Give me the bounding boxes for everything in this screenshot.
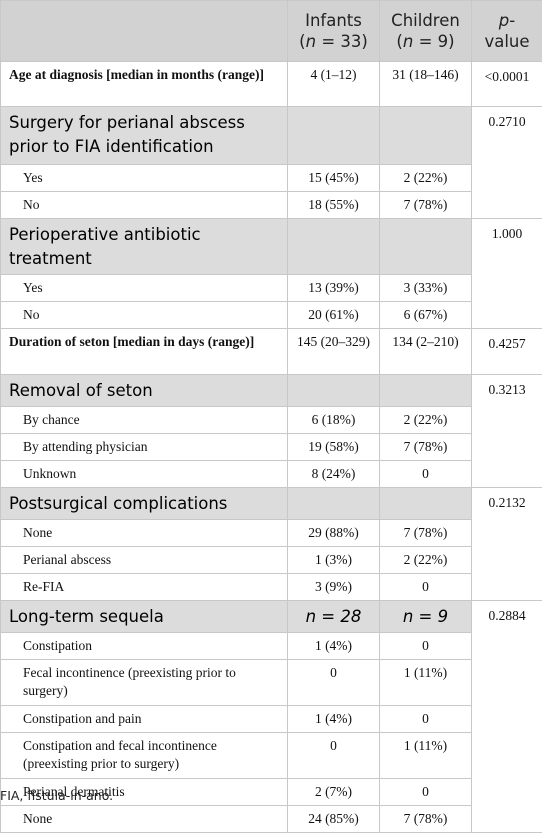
complications-row-abscess: Perianal abscess 1 (3%) 2 (22%) bbox=[1, 547, 542, 574]
complications-refia-children: 0 bbox=[380, 574, 472, 601]
sequela-row-fecal: Fecal incontinence (preexisting prior to… bbox=[1, 660, 542, 706]
antibiotic-yes-children: 3 (33%) bbox=[380, 275, 472, 302]
sequela-children-n: n = 9 bbox=[380, 601, 472, 633]
sequela-constipation-children: 0 bbox=[380, 633, 472, 660]
removal-unknown-label: Unknown bbox=[1, 461, 288, 488]
header-p-value: p-value bbox=[472, 1, 542, 62]
removal-unknown-children: 0 bbox=[380, 461, 472, 488]
sequela-dermatitis-infants: 2 (7%) bbox=[288, 779, 380, 806]
sequela-none-label: None bbox=[1, 806, 288, 833]
surgery-p: 0.2710 bbox=[472, 107, 542, 219]
complications-refia-infants: 3 (9%) bbox=[288, 574, 380, 601]
section-surgery: Surgery for perianal abscess prior to FI… bbox=[1, 107, 542, 165]
duration-p: 0.4257 bbox=[472, 329, 542, 375]
antibiotic-title: Perioperative antibiotic treatment bbox=[1, 219, 288, 275]
sequela-title: Long-term sequela bbox=[1, 601, 288, 633]
row-duration: Duration of seton [median in days (range… bbox=[1, 329, 542, 375]
removal-physician-infants: 19 (58%) bbox=[288, 434, 380, 461]
section-complications: Postsurgical complications 0.2132 bbox=[1, 488, 542, 520]
sequela-constipation-fecal-children: 1 (11%) bbox=[380, 733, 472, 779]
header-row: Infants(n = 33) Children(n = 9) p-value bbox=[1, 1, 542, 62]
antibiotic-row-yes: Yes 13 (39%) 3 (33%) bbox=[1, 275, 542, 302]
surgery-row-no: No 18 (55%) 7 (78%) bbox=[1, 192, 542, 219]
duration-label: Duration of seton [median in days (range… bbox=[1, 329, 288, 375]
surgery-yes-label: Yes bbox=[1, 165, 288, 192]
antibiotic-no-infants: 20 (61%) bbox=[288, 302, 380, 329]
sequela-row-none: None 24 (85%) 7 (78%) bbox=[1, 806, 542, 833]
surgery-no-label: No bbox=[1, 192, 288, 219]
removal-physician-children: 7 (78%) bbox=[380, 434, 472, 461]
section-antibiotic: Perioperative antibiotic treatment 1.000 bbox=[1, 219, 542, 275]
sequela-none-children: 7 (78%) bbox=[380, 806, 472, 833]
complications-refia-label: Re-FIA bbox=[1, 574, 288, 601]
surgery-yes-infants: 15 (45%) bbox=[288, 165, 380, 192]
sequela-pain-infants: 1 (4%) bbox=[288, 706, 380, 733]
surgery-no-children: 7 (78%) bbox=[380, 192, 472, 219]
complications-abscess-label: Perianal abscess bbox=[1, 547, 288, 574]
section-sequela: Long-term sequela n = 28 n = 9 0.2884 bbox=[1, 601, 542, 633]
section-removal: Removal of seton 0.3213 bbox=[1, 375, 542, 407]
antibiotic-no-label: No bbox=[1, 302, 288, 329]
header-infants: Infants(n = 33) bbox=[288, 1, 380, 62]
antibiotic-row-no: No 20 (61%) 6 (67%) bbox=[1, 302, 542, 329]
removal-row-unknown: Unknown 8 (24%) 0 bbox=[1, 461, 542, 488]
complications-none-children: 7 (78%) bbox=[380, 520, 472, 547]
sequela-constipation-fecal-label: Constipation and fecal incontinence (pre… bbox=[1, 733, 288, 779]
removal-chance-children: 2 (22%) bbox=[380, 407, 472, 434]
antibiotic-yes-infants: 13 (39%) bbox=[288, 275, 380, 302]
surgery-title: Surgery for perianal abscess prior to FI… bbox=[1, 107, 288, 165]
complications-abscess-children: 2 (22%) bbox=[380, 547, 472, 574]
sequela-row-pain: Constipation and pain 1 (4%) 0 bbox=[1, 706, 542, 733]
removal-p: 0.3213 bbox=[472, 375, 542, 488]
sequela-constipation-infants: 1 (4%) bbox=[288, 633, 380, 660]
surgery-row-yes: Yes 15 (45%) 2 (22%) bbox=[1, 165, 542, 192]
sequela-infants-n: n = 28 bbox=[288, 601, 380, 633]
duration-infants: 145 (20–329) bbox=[288, 329, 380, 375]
sequela-row-constipation-fecal: Constipation and fecal incontinence (pre… bbox=[1, 733, 542, 779]
sequela-fecal-label: Fecal incontinence (preexisting prior to… bbox=[1, 660, 288, 706]
removal-physician-label: By attending physician bbox=[1, 434, 288, 461]
removal-chance-label: By chance bbox=[1, 407, 288, 434]
removal-unknown-infants: 8 (24%) bbox=[288, 461, 380, 488]
sequela-fecal-children: 1 (11%) bbox=[380, 660, 472, 706]
antibiotic-p: 1.000 bbox=[472, 219, 542, 329]
sequela-dermatitis-children: 0 bbox=[380, 779, 472, 806]
age-label: Age at diagnosis [median in months (rang… bbox=[1, 62, 288, 107]
complications-row-refia: Re-FIA 3 (9%) 0 bbox=[1, 574, 542, 601]
complications-none-label: None bbox=[1, 520, 288, 547]
age-children: 31 (18–146) bbox=[380, 62, 472, 107]
sequela-none-infants: 24 (85%) bbox=[288, 806, 380, 833]
sequela-p: 0.2884 bbox=[472, 601, 542, 833]
header-blank-cell bbox=[1, 1, 288, 62]
removal-row-chance: By chance 6 (18%) 2 (22%) bbox=[1, 407, 542, 434]
sequela-fecal-infants: 0 bbox=[288, 660, 380, 706]
sequela-row-constipation: Constipation 1 (4%) 0 bbox=[1, 633, 542, 660]
antibiotic-no-children: 6 (67%) bbox=[380, 302, 472, 329]
age-p: <0.0001 bbox=[472, 62, 542, 107]
sequela-constipation-fecal-infants: 0 bbox=[288, 733, 380, 779]
surgery-no-infants: 18 (55%) bbox=[288, 192, 380, 219]
row-age: Age at diagnosis [median in months (rang… bbox=[1, 62, 542, 107]
complications-row-none: None 29 (88%) 7 (78%) bbox=[1, 520, 542, 547]
complications-none-infants: 29 (88%) bbox=[288, 520, 380, 547]
complications-p: 0.2132 bbox=[472, 488, 542, 601]
table-footnote: FIA, fistula-in-ano. bbox=[0, 788, 113, 803]
removal-chance-infants: 6 (18%) bbox=[288, 407, 380, 434]
sequela-pain-children: 0 bbox=[380, 706, 472, 733]
header-children: Children(n = 9) bbox=[380, 1, 472, 62]
complications-title: Postsurgical complications bbox=[1, 488, 288, 520]
complications-abscess-infants: 1 (3%) bbox=[288, 547, 380, 574]
removal-title: Removal of seton bbox=[1, 375, 288, 407]
antibiotic-yes-label: Yes bbox=[1, 275, 288, 302]
age-infants: 4 (1–12) bbox=[288, 62, 380, 107]
removal-row-physician: By attending physician 19 (58%) 7 (78%) bbox=[1, 434, 542, 461]
surgery-yes-children: 2 (22%) bbox=[380, 165, 472, 192]
sequela-pain-label: Constipation and pain bbox=[1, 706, 288, 733]
sequela-constipation-label: Constipation bbox=[1, 633, 288, 660]
duration-children: 134 (2–210) bbox=[380, 329, 472, 375]
